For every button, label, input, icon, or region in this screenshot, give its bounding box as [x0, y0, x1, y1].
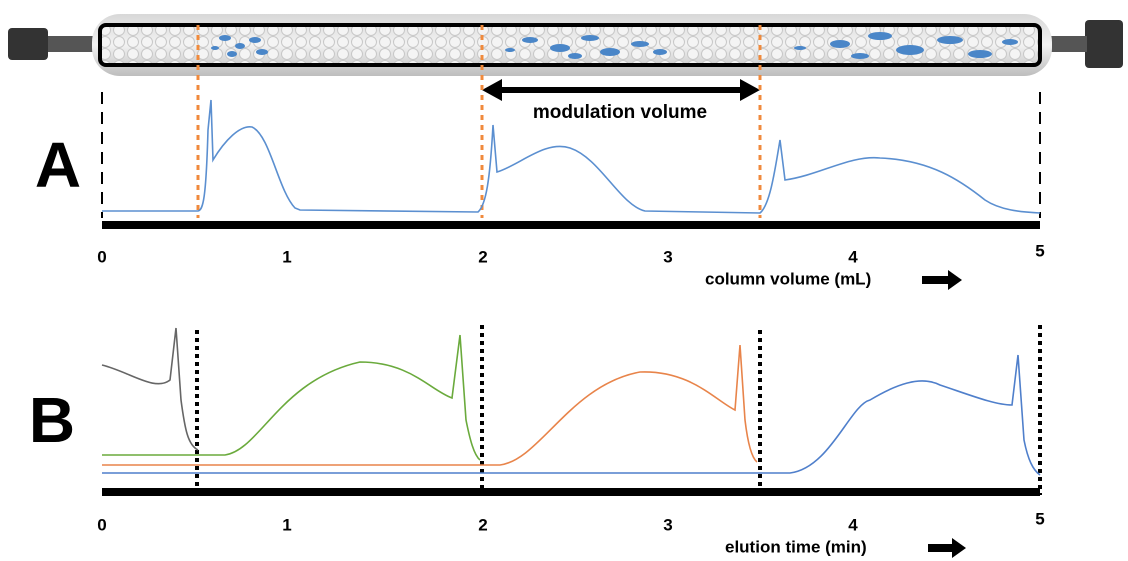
tick-label: 0	[97, 515, 106, 534]
tick-label: 2	[478, 247, 487, 266]
tick-label: 3	[663, 247, 672, 266]
curve-b-orange	[102, 344, 758, 466]
curve-b-green	[102, 334, 481, 461]
arrow	[928, 538, 966, 558]
tick-label: 0	[97, 247, 106, 266]
tick-label: 5	[1035, 241, 1044, 260]
panel-label: A	[35, 129, 81, 201]
panel-label: B	[29, 384, 75, 456]
column	[8, 14, 1123, 76]
arrow	[922, 270, 962, 290]
axis-label: column volume (mL)	[705, 269, 871, 288]
tick-label: 1	[282, 247, 291, 266]
modulation-label: modulation volume	[533, 102, 707, 123]
tick-label: 4	[848, 247, 858, 266]
tick-label: 5	[1035, 509, 1044, 528]
curve-b-blue	[102, 354, 1041, 476]
curve-a	[102, 99, 1041, 214]
dashed-guides	[101, 92, 1041, 218]
tick-label: 2	[478, 515, 487, 534]
dotted-guides	[195, 325, 1042, 495]
tick-label: 4	[848, 515, 858, 534]
curve-b-gray	[101, 327, 199, 451]
tick-label: 3	[663, 515, 672, 534]
modulation-arrow	[482, 79, 760, 101]
tick-label: 1	[282, 515, 291, 534]
orange-guides	[196, 25, 762, 218]
axis-label: elution time (min)	[725, 537, 867, 556]
